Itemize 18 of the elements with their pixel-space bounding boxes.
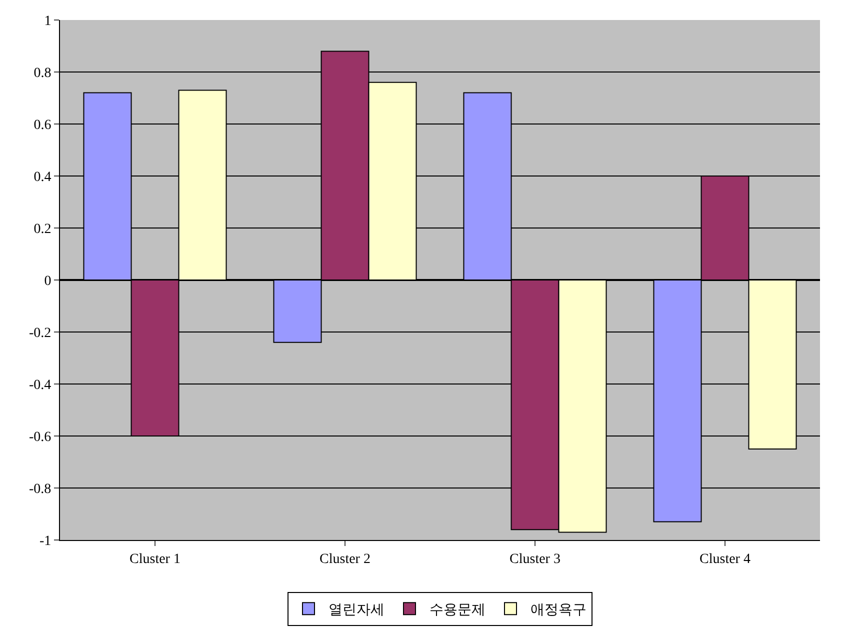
legend-label: 열린자세: [328, 602, 384, 618]
y-tick-label: -0.6: [29, 430, 52, 445]
y-tick-label: 0.6: [34, 118, 52, 133]
y-tick-label: -0.4: [29, 378, 52, 393]
y-tick-label: 0.2: [34, 222, 52, 237]
x-tick-label: Cluster 1: [130, 552, 180, 567]
legend-label: 애정욕구: [530, 602, 586, 618]
x-tick-label: Cluster 3: [510, 552, 560, 567]
x-tick-label: Cluster 4: [700, 552, 750, 567]
y-tick-label: -0.8: [29, 482, 52, 497]
y-tick-label: 0.4: [34, 170, 52, 185]
y-tick-label: -1: [40, 534, 52, 549]
legend-label: 수용문제: [430, 602, 486, 618]
y-tick-label: 0.8: [34, 66, 52, 81]
y-tick-label: -0.2: [29, 326, 52, 341]
y-tick-label: 1: [44, 14, 52, 29]
x-tick-label: Cluster 2: [320, 552, 370, 567]
y-tick-label: 0: [44, 274, 52, 289]
